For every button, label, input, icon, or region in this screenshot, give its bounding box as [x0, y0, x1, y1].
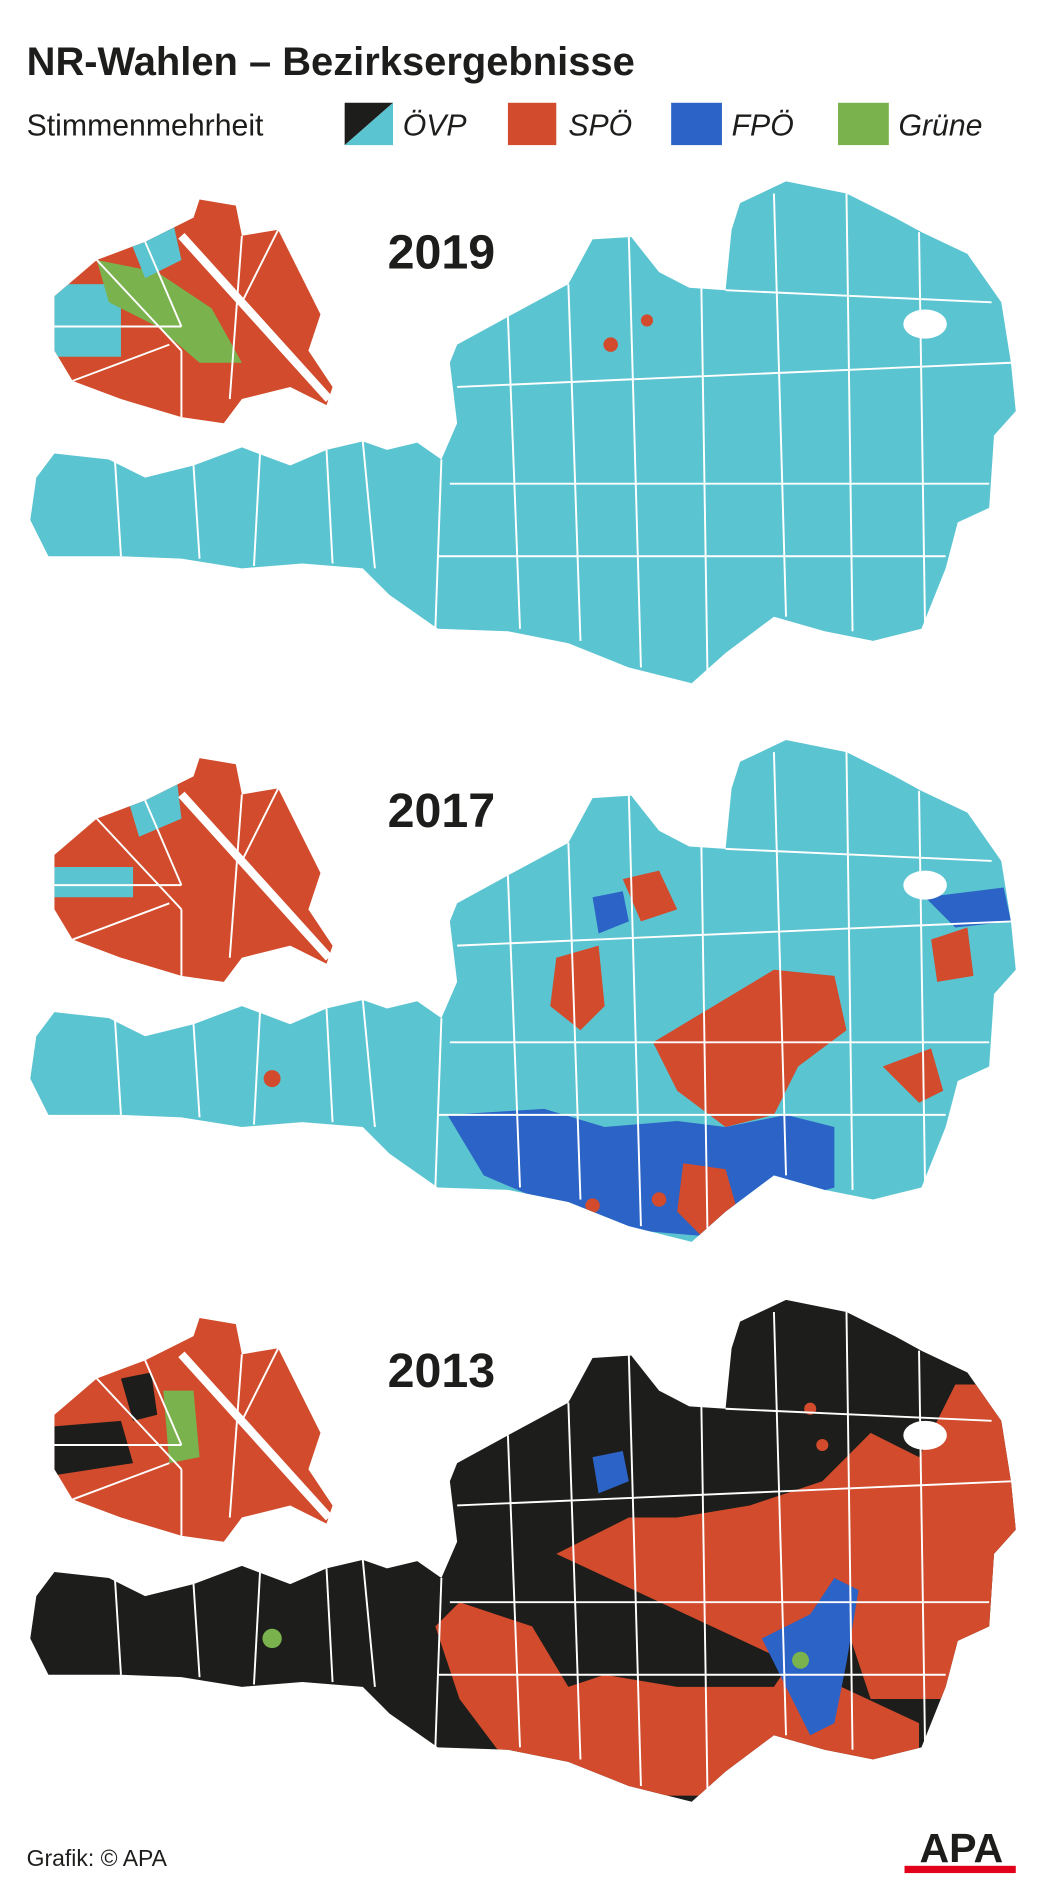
year-label: 2019 — [388, 225, 496, 279]
logo-text: APA — [919, 1825, 1003, 1871]
map-2017: 2017 — [30, 740, 1016, 1242]
legend-swatch — [507, 102, 557, 146]
legend: ÖVP SPÖ FPÖ Grüne — [344, 102, 982, 146]
credit: Grafik: © APA — [27, 1845, 168, 1871]
year-label: 2013 — [388, 1344, 496, 1398]
year-label: 2017 — [388, 784, 496, 838]
title: NR-Wahlen – Bezirksergebnisse — [27, 40, 635, 84]
legend-swatch — [671, 102, 722, 146]
legend-label: Stimmenmehrheit — [27, 109, 264, 142]
map-2013: 2013 — [30, 1299, 1016, 1802]
legend-item: FPÖ — [732, 109, 794, 142]
legend-item: Grüne — [898, 109, 982, 142]
legend-item: ÖVP — [403, 109, 467, 142]
legend-item: SPÖ — [568, 109, 632, 142]
logo: APA — [904, 1825, 1016, 1874]
legend-swatch — [344, 102, 394, 146]
legend-swatch — [838, 102, 889, 146]
logo-bar — [904, 1865, 1016, 1874]
map-2019: 2019 — [30, 181, 1016, 684]
